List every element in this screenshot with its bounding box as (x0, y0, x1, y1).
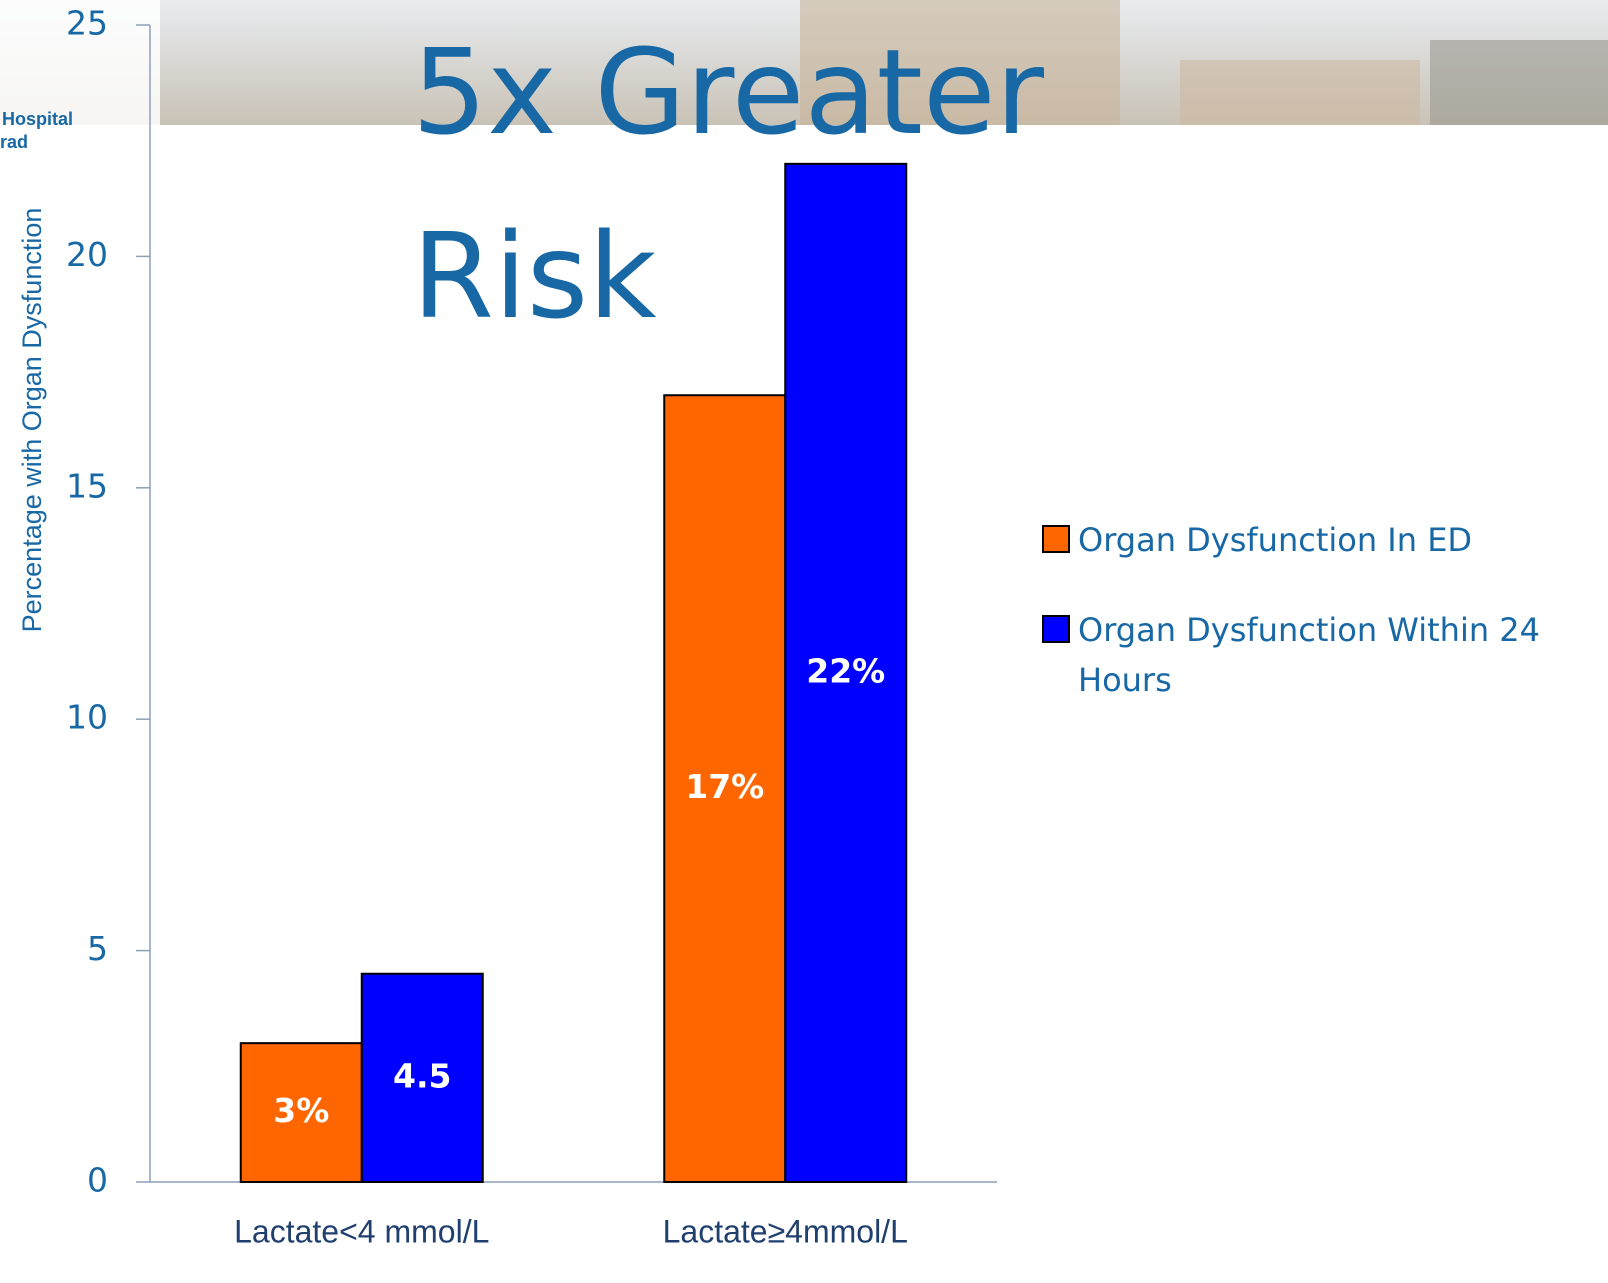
logo-backdrop (0, 0, 160, 200)
bar (360, 972, 484, 1183)
legend-label: Organ Dysfunction Within 24 Hours (1078, 611, 1541, 699)
bar (784, 162, 908, 1183)
y-tick-label: 25 (66, 4, 108, 43)
y-axis-label: Percentage with Organ Dysfunction (17, 208, 47, 633)
legend: Organ Dysfunction In ED Organ Dysfunction… (1042, 515, 1602, 745)
y-tick-label: 15 (66, 466, 108, 505)
logo-text: rad (0, 132, 28, 152)
value-label: 17% (685, 767, 764, 806)
legend-swatch (1042, 615, 1070, 643)
chart-title: 5x Greater Risk (412, 23, 1045, 345)
building (1430, 40, 1608, 125)
value-label: 3% (273, 1091, 329, 1130)
x-tick-label: Lactate≥4mmol/L (663, 1213, 908, 1249)
y-tick-label: 10 (66, 698, 108, 737)
building (1180, 60, 1420, 125)
x-tick-label: Lactate<4 mmol/L (234, 1213, 489, 1249)
y-tick-label: 0 (87, 1161, 108, 1200)
bar (239, 1042, 363, 1184)
logo-text: Hospital (2, 109, 73, 129)
building (800, 0, 1120, 125)
y-tick-label: 20 (66, 235, 108, 274)
legend-item: Organ Dysfunction Within 24 Hours (1042, 605, 1602, 705)
bar (663, 394, 787, 1183)
value-label: 4.5 (393, 1056, 451, 1095)
legend-swatch (1042, 525, 1070, 553)
legend-item: Organ Dysfunction In ED (1042, 515, 1602, 565)
legend-label: Organ Dysfunction In ED (1078, 521, 1473, 559)
value-label: 22% (806, 651, 885, 690)
y-tick-label: 5 (87, 929, 108, 968)
